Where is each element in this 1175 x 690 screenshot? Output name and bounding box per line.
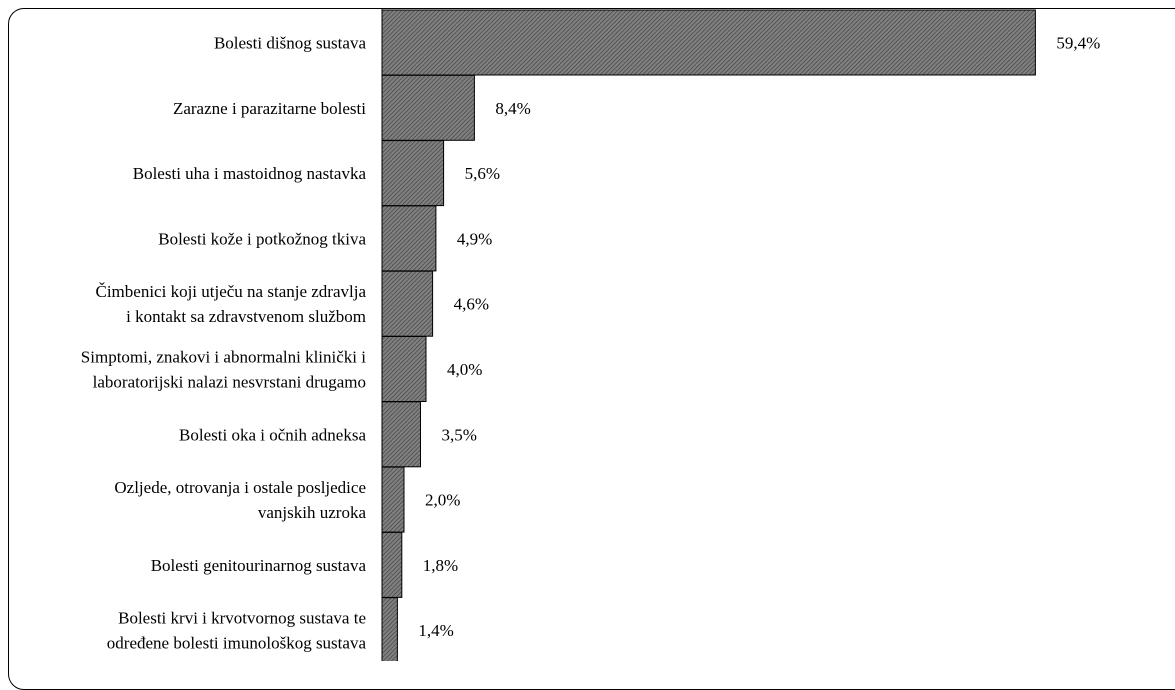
category-label-7: Ozljede, otrovanja i ostale posljedice va… <box>114 478 366 522</box>
category-label-4: Čimbenici koji utječu na stanje zdravlja… <box>96 282 367 326</box>
value-label-4: 4,6% <box>454 295 489 314</box>
category-label-8: Bolesti genitourinarnog sustava <box>151 556 367 575</box>
value-label-9: 1,4% <box>418 621 453 640</box>
value-label-5: 4,0% <box>447 360 482 379</box>
bar-0 <box>381 9 1036 76</box>
value-label-6: 3,5% <box>442 425 477 444</box>
value-label-0: 59,4% <box>1056 34 1100 53</box>
category-label-5: Simptomi, znakovi i abnormalni klinički … <box>81 348 366 392</box>
category-label-2: Bolesti uha i mastoidnog nastavka <box>133 164 367 183</box>
bar-7 <box>381 466 405 533</box>
category-label-3: Bolesti kože i potkožnog tkiva <box>158 229 366 248</box>
bar-5 <box>381 336 427 402</box>
value-label-2: 5,6% <box>465 164 500 183</box>
value-labels: 59,4% 8,4% 5,6% 4,9% 4,6% 4,0% 3,5% 2,0% 1,8% 1,4… <box>418 34 1100 641</box>
bar-6 <box>381 401 421 468</box>
bar-8 <box>381 531 403 598</box>
category-label-0: Bolesti dišnog sustava <box>214 34 367 53</box>
category-label-6: Bolesti oka i očnih adneksa <box>179 425 366 444</box>
category-labels: Bolesti dišnog sustava Zarazne i parazita… <box>81 34 367 653</box>
value-label-1: 8,4% <box>495 99 530 118</box>
bar-4 <box>381 270 434 337</box>
bar-2 <box>381 140 445 207</box>
category-label-9: Bolesti krvi i krvotvornog sustava te odr… <box>107 609 367 653</box>
category-label-1: Zarazne i parazitarne bolesti <box>173 99 366 118</box>
bar-chart: Bolesti dišnog sustava Zarazne i parazita… <box>81 8 1100 661</box>
bars-layer <box>381 9 1036 661</box>
value-label-8: 1,8% <box>423 556 458 575</box>
chart-frame <box>8 8 1175 690</box>
value-label-3: 4,9% <box>457 229 492 248</box>
bar-1 <box>381 74 475 141</box>
bar-9 <box>381 597 398 661</box>
bar-3 <box>381 205 437 272</box>
value-label-7: 2,0% <box>425 491 460 510</box>
